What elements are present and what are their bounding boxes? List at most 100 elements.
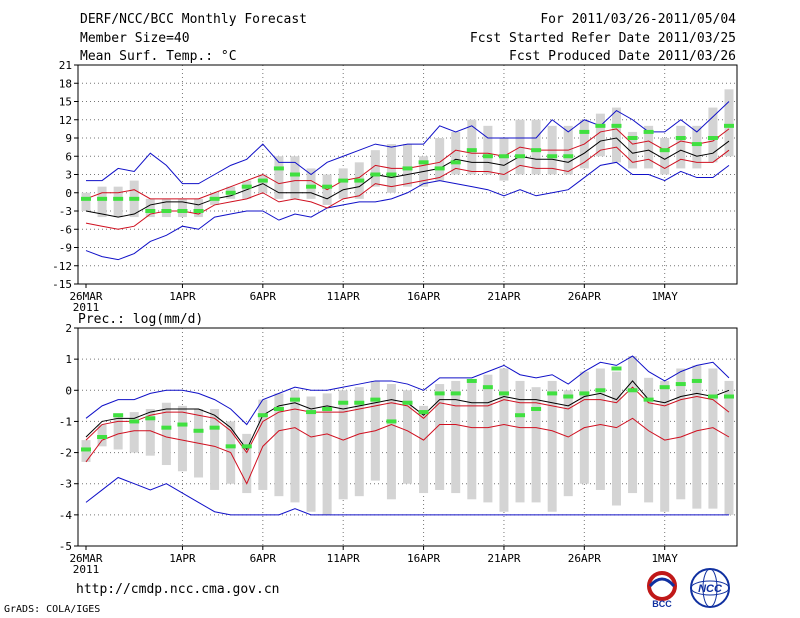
ncc-logo: NCC	[686, 566, 734, 612]
median-mark	[177, 423, 187, 427]
median-mark	[258, 179, 268, 183]
member-box	[596, 368, 605, 489]
member-box	[532, 387, 541, 502]
median-mark	[579, 391, 589, 395]
median-mark	[306, 410, 316, 414]
bcc-logo-text: BCC	[652, 599, 672, 609]
member-box	[114, 415, 123, 449]
median-mark	[242, 444, 252, 448]
median-mark	[274, 166, 284, 170]
median-mark	[354, 401, 364, 405]
y-tick-label: -2	[59, 447, 72, 460]
y-tick-label: 15	[59, 96, 72, 109]
median-mark	[676, 136, 686, 140]
x-tick-label: 1MAY	[651, 290, 678, 303]
median-mark	[194, 209, 204, 213]
x-tick-label: 16APR	[407, 552, 440, 565]
x-tick-label: 1APR	[169, 552, 196, 565]
median-mark	[210, 426, 220, 430]
member-box	[660, 138, 669, 175]
member-box	[483, 375, 492, 503]
median-mark	[692, 142, 702, 146]
median-mark	[81, 447, 91, 451]
median-mark	[97, 197, 107, 201]
median-mark	[708, 136, 718, 140]
median-mark	[81, 197, 91, 201]
member-box	[499, 368, 508, 511]
median-mark	[97, 435, 107, 439]
median-mark	[595, 124, 605, 128]
x-tick-label: 26APR	[568, 290, 601, 303]
median-mark	[242, 185, 252, 189]
y-tick-label: -1	[59, 415, 72, 428]
member-box	[612, 108, 621, 163]
x-tick-label: 1APR	[169, 290, 196, 303]
panel-title: Prec.: log(mm/d)	[78, 312, 203, 327]
median-mark	[370, 398, 380, 402]
median-mark	[210, 197, 220, 201]
member-box	[114, 187, 123, 217]
y-tick-label: -6	[59, 223, 72, 236]
y-tick-label: -12	[52, 260, 72, 273]
median-mark	[547, 391, 557, 395]
y-tick-label: 18	[59, 77, 72, 90]
member-box	[339, 168, 348, 198]
median-mark	[129, 419, 139, 423]
median-mark	[595, 388, 605, 392]
median-mark	[338, 179, 348, 183]
x-tick-label: 1MAY	[651, 552, 678, 565]
y-tick-label: 9	[65, 132, 72, 145]
median-mark	[579, 130, 589, 134]
median-mark	[644, 398, 654, 402]
median-mark	[386, 173, 396, 177]
x-tick-year: 2011	[73, 563, 100, 576]
median-mark	[531, 148, 541, 152]
median-mark	[451, 160, 461, 164]
y-tick-label: -3	[59, 478, 72, 491]
member-box	[387, 384, 396, 499]
median-mark	[338, 401, 348, 405]
median-mark	[660, 385, 670, 389]
median-mark	[370, 173, 380, 177]
y-tick-label: 3	[65, 169, 72, 182]
member-box	[483, 126, 492, 175]
median-mark	[403, 401, 413, 405]
median-mark	[531, 407, 541, 411]
median-mark	[515, 413, 525, 417]
x-tick-label: 26APR	[568, 552, 601, 565]
median-mark	[290, 398, 300, 402]
member-box	[548, 381, 557, 512]
y-tick-label: -9	[59, 242, 72, 255]
median-mark	[724, 124, 734, 128]
member-box	[403, 144, 412, 187]
x-tick-label: 21APR	[487, 552, 520, 565]
x-tick-label: 11APR	[327, 552, 360, 565]
y-tick-label: 2	[65, 322, 72, 335]
member-box	[290, 390, 299, 502]
median-mark	[660, 148, 670, 152]
median-mark	[563, 154, 573, 158]
median-mark	[467, 379, 477, 383]
median-mark	[161, 426, 171, 430]
y-tick-label: 0	[65, 384, 72, 397]
forecast-charts: -15-12-9-6-303691215182126MAR20111APR 6AP…	[0, 0, 800, 618]
median-mark	[435, 391, 445, 395]
x-tick-label: 11APR	[327, 290, 360, 303]
member-box	[339, 390, 348, 499]
member-box	[435, 138, 444, 181]
median-mark	[226, 444, 236, 448]
median-mark	[644, 130, 654, 134]
member-box	[532, 120, 541, 175]
website-url[interactable]: http://cmdp.ncc.cma.gov.cn	[76, 582, 280, 597]
median-mark	[515, 154, 525, 158]
median-mark	[322, 407, 332, 411]
median-mark	[676, 382, 686, 386]
median-mark	[563, 395, 573, 399]
median-mark	[306, 185, 316, 189]
median-mark	[419, 410, 429, 414]
median-mark	[611, 124, 621, 128]
median-mark	[226, 191, 236, 195]
x-tick-label: 21APR	[487, 290, 520, 303]
